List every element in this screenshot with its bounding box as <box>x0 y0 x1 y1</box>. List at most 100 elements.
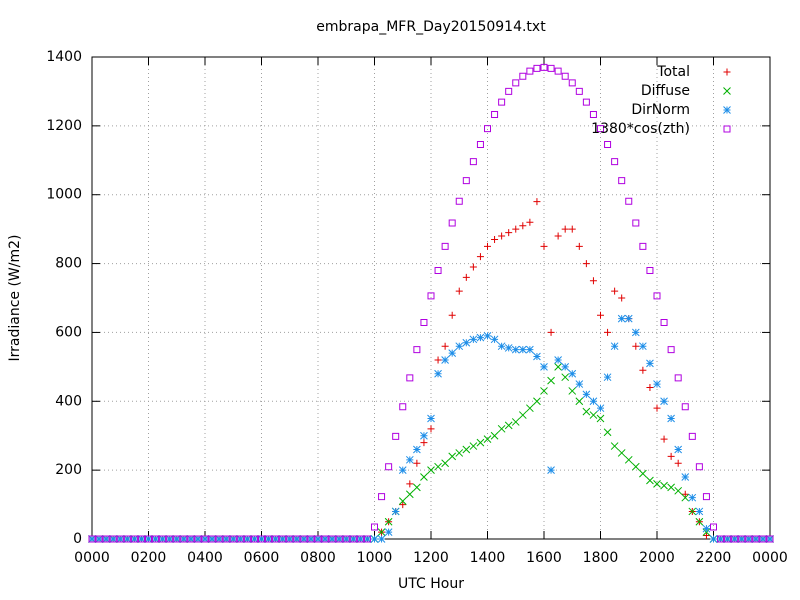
x-tick-label: 1400 <box>470 550 506 566</box>
data-point <box>547 328 555 336</box>
x-tick-label: 0000 <box>74 550 110 566</box>
data-point <box>624 314 633 323</box>
x-tick-label: 0400 <box>187 550 223 566</box>
data-point <box>384 528 393 536</box>
data-point <box>589 110 597 118</box>
data-point <box>123 535 132 543</box>
data-point <box>321 535 329 543</box>
data-point <box>356 535 365 543</box>
data-point <box>737 535 746 543</box>
data-point <box>639 366 647 374</box>
data-point <box>236 535 244 543</box>
data-point <box>95 535 103 543</box>
data-point <box>159 535 167 543</box>
legend-marker <box>723 106 731 114</box>
data-point <box>597 311 604 319</box>
y-tick-label: 600 <box>55 324 82 340</box>
data-point <box>625 197 633 205</box>
data-point <box>427 425 435 433</box>
data-point <box>434 356 442 364</box>
data-point <box>342 535 351 543</box>
data-point <box>554 363 562 371</box>
data-point <box>674 486 683 495</box>
data-point <box>405 455 414 464</box>
data-point <box>575 380 584 388</box>
data-point <box>554 356 562 364</box>
data-point <box>363 535 371 543</box>
y-tick-label: 0 <box>73 531 82 547</box>
data-point <box>88 535 96 543</box>
data-point <box>152 535 160 543</box>
data-point <box>377 528 386 536</box>
data-point <box>526 404 534 413</box>
data-point <box>194 535 202 543</box>
data-point <box>187 535 195 543</box>
data-point <box>109 535 117 543</box>
data-point <box>603 428 612 437</box>
data-point <box>518 411 527 419</box>
data-point <box>561 225 569 233</box>
data-point <box>526 67 534 75</box>
y-tick-label: 400 <box>55 393 82 409</box>
data-point <box>462 445 471 454</box>
data-point <box>137 535 146 543</box>
data-point <box>674 374 682 382</box>
data-point <box>631 462 640 471</box>
data-point <box>667 452 675 460</box>
data-point <box>589 397 598 406</box>
data-point <box>285 535 294 543</box>
data-point <box>371 523 378 531</box>
y-axis-label: Irradiance (W/m2) <box>7 235 23 362</box>
data-point <box>554 232 562 240</box>
data-point <box>448 311 456 319</box>
data-point <box>547 64 555 72</box>
data-point <box>695 463 703 471</box>
data-point <box>179 535 188 543</box>
data-point <box>243 535 252 543</box>
data-point <box>392 432 400 440</box>
data-point <box>279 535 287 543</box>
data-point <box>173 535 181 543</box>
data-point <box>469 263 477 271</box>
data-point <box>667 483 675 492</box>
data-point <box>561 363 570 371</box>
data-point <box>208 535 216 543</box>
data-point <box>511 345 520 354</box>
data-point <box>151 535 160 543</box>
data-point <box>617 314 626 323</box>
data-point <box>187 535 195 543</box>
data-point <box>172 535 181 543</box>
data-point <box>483 332 492 340</box>
data-point <box>413 483 421 492</box>
data-point <box>632 219 640 227</box>
data-point <box>724 535 732 543</box>
data-point <box>406 480 414 488</box>
data-point <box>476 253 484 261</box>
data-point <box>604 328 612 336</box>
x-tick-label: 0000 <box>752 550 788 566</box>
data-point <box>250 535 258 543</box>
legend-label: Total <box>656 64 690 80</box>
data-point <box>413 445 421 454</box>
x-tick-label: 1800 <box>583 550 619 566</box>
data-point <box>483 435 492 444</box>
data-point <box>498 98 506 106</box>
legend-label: 1380*cos(zth) <box>591 121 690 137</box>
data-point <box>660 481 668 490</box>
data-point <box>194 535 202 543</box>
data-point <box>272 535 280 543</box>
data-point <box>660 397 668 406</box>
data-point <box>321 535 329 543</box>
data-point <box>681 490 689 498</box>
data-point <box>533 352 541 361</box>
x-tick-label: 2200 <box>696 550 732 566</box>
data-point <box>462 338 471 347</box>
data-point <box>688 493 697 502</box>
data-point <box>660 318 668 326</box>
data-point <box>271 535 280 543</box>
x-tick-label: 1000 <box>357 550 393 566</box>
data-point <box>596 404 605 413</box>
data-point <box>505 87 513 95</box>
data-point <box>653 292 661 300</box>
